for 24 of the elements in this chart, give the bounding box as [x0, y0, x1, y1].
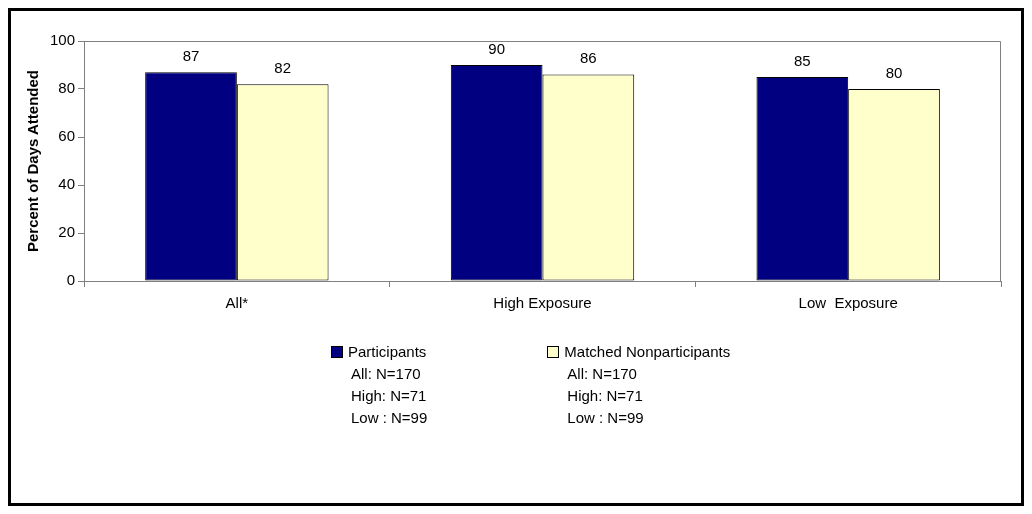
data-label: 85 — [793, 51, 811, 69]
data-label: 82 — [274, 58, 292, 76]
legend-label: Participants — [348, 343, 427, 360]
data-label: 80 — [885, 63, 903, 81]
text: High: N=71 — [351, 387, 428, 404]
data-label: 90 — [488, 39, 506, 57]
legend-label: Matched Nonparticipants — [564, 343, 731, 360]
text: All: N=170 — [567, 365, 638, 382]
x-tick-label: High Exposure — [493, 294, 592, 312]
y-tick-label: 60 — [58, 127, 76, 145]
x-tick-label: Low Exposure — [798, 294, 898, 312]
x-tick-label: All* — [225, 294, 249, 312]
y-tick-label: 40 — [58, 175, 76, 193]
text: High: N=71 — [567, 387, 644, 404]
text: Low : N=99 — [567, 409, 645, 426]
data-label: 87 — [182, 46, 200, 64]
y-axis-title: Percent of Days Attended — [24, 70, 42, 252]
y-tick-label: 100 — [50, 31, 76, 49]
y-tick-label: 80 — [58, 79, 76, 97]
y-tick-label: 0 — [66, 271, 76, 289]
text: Low : N=99 — [351, 409, 428, 426]
data-label: 86 — [580, 49, 597, 67]
y-tick-label: 20 — [58, 223, 76, 241]
text: All: N=170 — [351, 365, 422, 382]
